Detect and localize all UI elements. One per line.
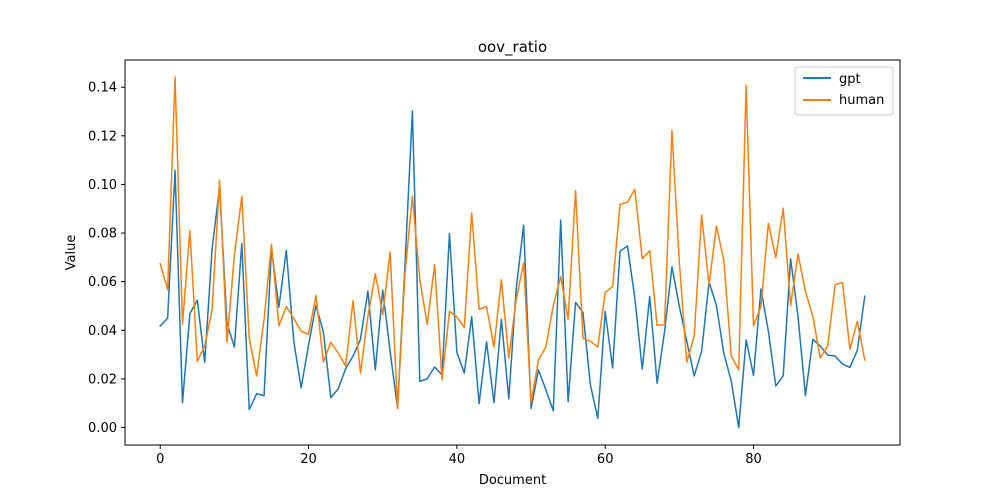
plot-frame [124,59,901,446]
y-tick-label: 0.06 [88,275,117,290]
x-tick-label: 40 [449,452,466,467]
legend: gpt human [794,66,894,116]
y-tick-label: 0.04 [88,324,117,339]
x-tick-label: 20 [300,452,317,467]
y-tick-label: 0.10 [88,178,117,193]
y-tick-label: 0.14 [88,81,117,96]
x-axis-label: Document [479,473,546,488]
series-layer [159,76,866,429]
plot-area [125,60,900,445]
y-tick-label: 0.12 [88,129,117,144]
y-tick-label: 0.00 [88,421,117,436]
tick-layer: 0 20 40 60 80 0.00 0.02 0.04 0.06 0.08 0.10 0.12 0.1… [88,81,762,467]
x-tick-label: 0 [156,452,164,467]
x-tick-label: 60 [597,452,614,467]
y-tick-label: 0.08 [88,227,117,242]
series-line-gpt [159,110,866,429]
series-line-human [159,76,866,410]
legend-label-gpt: gpt [839,72,861,87]
chart-title: oov_ratio [478,38,547,57]
legend-label-human: human [839,93,884,108]
y-axis-label: Value [64,235,79,271]
y-tick-label: 0.02 [88,372,117,387]
x-tick-label: 80 [745,452,762,467]
